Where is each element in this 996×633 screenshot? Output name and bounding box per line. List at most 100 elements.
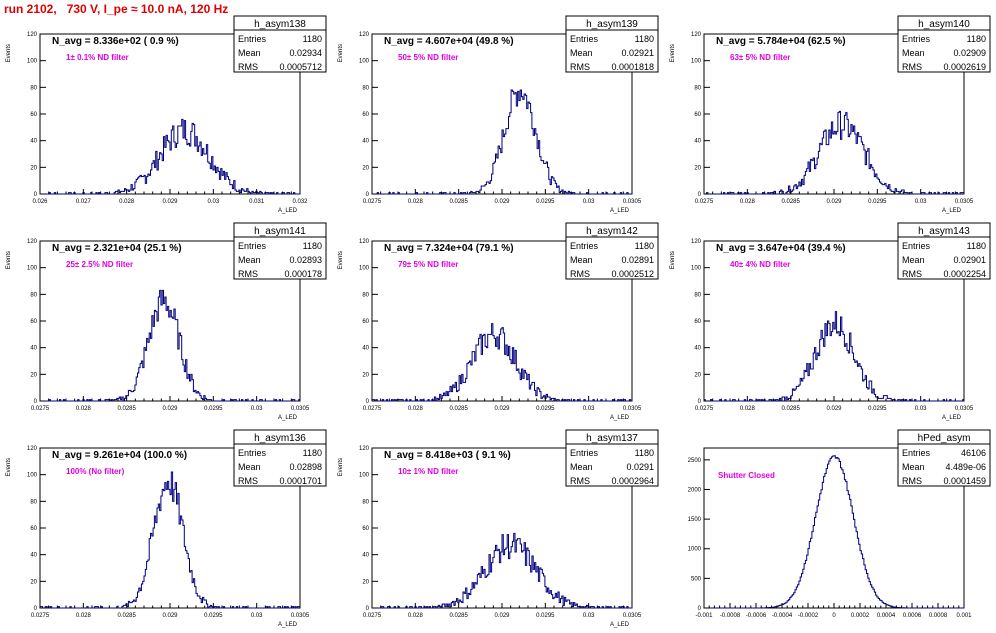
y-tick-label: 0 [366, 606, 370, 612]
y-tick-label: 0 [366, 399, 370, 405]
y-tick-label: 80 [362, 499, 369, 505]
x-tick-label: 0.03 [251, 406, 263, 412]
y-tick-label: 100 [27, 59, 38, 65]
y-tick-label: 2500 [688, 458, 702, 464]
y-tick-label: 0 [34, 192, 38, 198]
y-tick-label: 0 [698, 192, 702, 198]
x-tick-label: 0.03 [583, 613, 595, 619]
stats-box: h_asym143 Entries 1180 Mean 0.02901 RMS 0.0002… [897, 222, 991, 280]
y-tick-label: 100 [27, 473, 38, 479]
histogram-series [372, 89, 632, 195]
stat-label-mean: Mean [238, 48, 261, 58]
y-tick-label: 120 [27, 446, 38, 452]
y-tick-label: 80 [362, 85, 369, 91]
histogram-series [40, 289, 301, 402]
filter-annotation: Shutter Closed [718, 471, 775, 480]
y-tick-label: 60 [362, 112, 369, 118]
x-axis-label: A_LED [610, 622, 630, 628]
y-tick-label: 80 [694, 85, 701, 91]
stats-box: hPed_asym Entries 46106 Mean 4.489e-06 RMS 0.0… [897, 429, 991, 487]
stat-label-mean: Mean [238, 255, 261, 265]
y-tick-label: 1000 [688, 547, 702, 553]
stat-label-entries: Entries [570, 448, 599, 458]
x-tick-label: 0.028 [408, 199, 424, 205]
stat-value-mean: 4.489e-06 [945, 462, 986, 472]
x-tick-label: 0.0285 [117, 406, 136, 412]
stats-box: h_asym138 Entries 1180 Mean 0.02934 RMS 0.0005… [233, 15, 327, 73]
stat-label-rms: RMS [570, 476, 590, 486]
x-tick-label: 0.029 [494, 613, 510, 619]
x-tick-label: 0.0285 [449, 613, 468, 619]
x-tick-label: 0.0295 [868, 406, 887, 412]
x-tick-label: 0.0295 [868, 199, 887, 205]
navg-label: N_avg = 8.336e+02 ( 0.9 %) [52, 36, 179, 47]
navg-label: N_avg = 5.784e+04 (62.5 %) [716, 36, 846, 47]
y-tick-label: 40 [30, 139, 37, 145]
y-tick-label: 120 [359, 32, 370, 38]
x-tick-label: 0.027 [76, 199, 92, 205]
stat-label-mean: Mean [570, 462, 593, 472]
y-axis-label: Events [6, 251, 12, 269]
y-tick-label: 100 [359, 266, 370, 272]
histogram-name: h_asym141 [254, 226, 306, 237]
x-tick-label: 0.0285 [781, 406, 800, 412]
y-tick-label: 0 [698, 399, 702, 405]
x-tick-label: 0.0004 [877, 613, 896, 619]
stats-box: h_asym140 Entries 1180 Mean 0.02909 RMS 0.0002… [897, 15, 991, 73]
stat-value-rms: 0.0001818 [611, 62, 654, 72]
x-tick-label: 0.028 [408, 406, 424, 412]
navg-label: N_avg = 2.321e+04 (25.1 %) [52, 243, 182, 254]
stat-label-rms: RMS [238, 62, 258, 72]
stat-value-rms: 0.0002619 [943, 62, 986, 72]
histogram-name: h_asym142 [586, 226, 638, 237]
histogram-name: h_asym137 [586, 433, 638, 444]
y-tick-label: 60 [30, 112, 37, 118]
x-tick-label: 0.029 [826, 199, 842, 205]
y-tick-label: 120 [691, 239, 702, 245]
x-tick-label: 0.028 [119, 199, 135, 205]
y-tick-label: 20 [30, 165, 37, 171]
stat-value-entries: 1180 [967, 241, 986, 251]
histogram-name: h_asym140 [918, 19, 970, 30]
x-axis-label: A_LED [278, 415, 298, 421]
y-tick-label: 40 [694, 139, 701, 145]
x-tick-label: 0.029 [494, 199, 510, 205]
y-tick-label: 40 [362, 346, 369, 352]
y-tick-label: 40 [362, 553, 369, 559]
y-tick-label: 80 [30, 292, 37, 298]
stat-label-entries: Entries [902, 34, 931, 44]
y-tick-label: 1500 [688, 517, 702, 523]
stat-label-rms: RMS [902, 269, 922, 279]
stat-label-entries: Entries [238, 34, 267, 44]
stat-value-rms: 0.0002964 [611, 476, 654, 486]
x-tick-label: 0.0305 [623, 613, 642, 619]
stat-label-mean: Mean [570, 48, 593, 58]
stat-value-entries: 46106 [961, 448, 986, 458]
y-axis-label: Events [670, 44, 676, 62]
histogram-pad-hPed_asym: -0.001 -0.0008 -0.0006 -0.0004 -0.0002 0 0.000… [688, 429, 991, 619]
x-tick-label: 0.0295 [204, 613, 223, 619]
x-tick-label: -0.0006 [746, 613, 767, 619]
x-tick-label: 0.028 [76, 406, 92, 412]
y-tick-label: 40 [694, 346, 701, 352]
x-tick-label: 0.03 [915, 199, 927, 205]
y-tick-label: 40 [362, 139, 369, 145]
stat-label-entries: Entries [238, 448, 267, 458]
navg-label: N_avg = 9.261e+04 (100.0 %) [52, 450, 187, 461]
stats-box: h_asym139 Entries 1180 Mean 0.02921 RMS 0.0001… [565, 15, 659, 73]
x-tick-label: -0.0004 [772, 613, 793, 619]
histogram-pad-h_asym142: 0.0275 0.028 0.0285 0.029 0.0295 0.03 0.0305 0 2… [338, 222, 659, 421]
y-tick-label: 80 [30, 85, 37, 91]
stat-value-rms: 0.0002512 [611, 269, 654, 279]
x-tick-label: 0.0305 [291, 406, 310, 412]
histogram-name: h_asym136 [254, 433, 306, 444]
y-tick-label: 120 [359, 446, 370, 452]
x-tick-label: 0.026 [32, 199, 48, 205]
x-tick-label: 0.029 [162, 406, 178, 412]
x-tick-label: 0.0002 [851, 613, 870, 619]
x-tick-label: 0.0006 [903, 613, 922, 619]
x-tick-label: 0.0305 [623, 406, 642, 412]
x-tick-label: 0.029 [162, 613, 178, 619]
histogram-pad-h_asym138: 0.026 0.027 0.028 0.029 0.03 0.031 0.032 0 20 40 6… [6, 15, 327, 214]
filter-annotation: 25± 2.5% ND filter [66, 260, 133, 269]
